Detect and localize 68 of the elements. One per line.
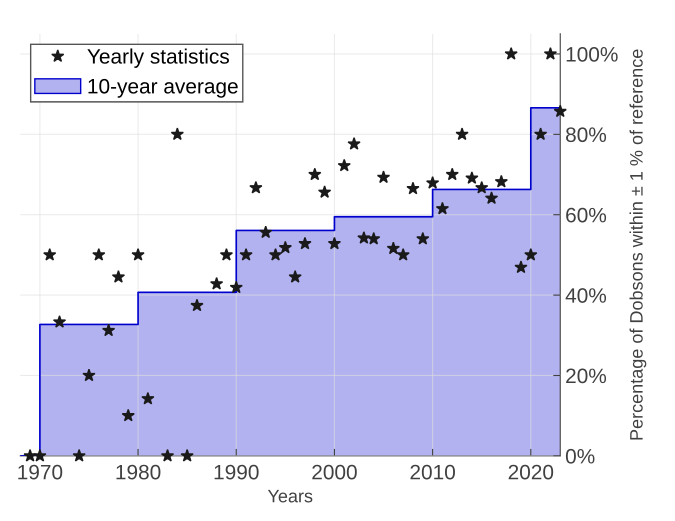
point [72,448,86,462]
point [249,180,263,194]
point [534,127,548,140]
x-tick-label: 1970 [18,464,62,480]
point [514,260,528,274]
point [436,202,450,214]
y-tick-label: 80% [566,127,606,142]
point [160,448,174,462]
point [367,232,380,245]
point [465,171,479,184]
x-tick-label: 1980 [116,464,160,480]
point [141,392,155,405]
legend-label: 10-year average [88,78,238,98]
point [92,248,106,261]
point [268,248,282,261]
point [210,276,224,290]
point [52,315,66,328]
point [338,158,351,172]
point [455,127,469,140]
point [357,231,371,244]
y-tick-label: 40% [566,288,606,303]
point [406,182,420,194]
point [376,170,390,184]
point [347,137,361,150]
point [259,225,272,238]
point [23,448,37,462]
point [170,127,184,140]
point [328,236,342,250]
point [131,248,145,261]
point [278,240,292,254]
point [396,248,410,261]
y-tick-label: 100% [566,46,618,62]
x-tick-label: 2010 [410,464,455,480]
point [288,270,302,283]
x-axis-title: Years [268,490,312,502]
point [220,248,234,261]
point [43,248,56,261]
point [504,47,518,60]
point [386,242,400,254]
x-tick-label: 2020 [508,464,554,480]
point [298,236,312,250]
legend-label: Yearly statistics [87,48,229,68]
x-tick-label: 1990 [214,464,259,480]
point [230,280,243,294]
point [416,232,430,245]
x-tick-label: 2000 [312,464,357,480]
y-tick-label: 60% [566,208,606,222]
point [112,270,126,283]
point [446,168,459,180]
y-axis-title: Percentage of Dobsons within ± 1 % of reference [630,50,646,440]
point [554,104,567,118]
point [484,191,498,204]
point [544,47,558,60]
point [33,448,47,462]
y-tick-label: 0% [566,448,594,464]
point [102,324,116,336]
point [524,248,538,261]
point [308,168,322,180]
y-tick-label: 20% [566,368,606,384]
point [82,368,96,382]
point [426,176,440,189]
point [239,248,253,261]
point [318,185,332,198]
point [180,448,194,462]
point [190,298,204,312]
point [122,408,135,422]
point [494,174,508,188]
point [475,180,488,194]
